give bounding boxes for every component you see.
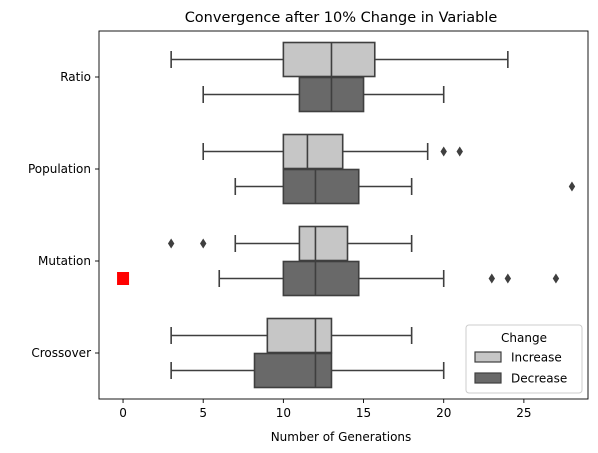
box-iqr <box>253 352 333 389</box>
outlier-point <box>200 238 207 249</box>
outlier-point <box>568 181 576 192</box>
y-tick-label: Mutation <box>38 254 91 268</box>
box-ratio-decrease <box>202 76 445 113</box>
red-square-marker <box>117 272 130 285</box>
box-mutation-increase <box>167 225 413 262</box>
x-tick-label: 5 <box>199 406 207 420</box>
x-tick-label: 10 <box>276 406 291 420</box>
box-crossover-increase <box>170 317 413 354</box>
y-tick-label: Crossover <box>31 346 91 360</box>
y-tick-label: Ratio <box>60 70 91 84</box>
legend-label-increase: Increase <box>511 351 562 365</box>
x-tick-label: 25 <box>516 406 531 420</box>
plot-frame <box>98 30 589 400</box>
x-tick-label: 0 <box>119 406 127 420</box>
box-mutation-decrease <box>218 260 560 297</box>
axes: 0 5 10 15 20 25 Ratio Population Mutation Crossov… <box>28 70 532 420</box>
outlier-point <box>504 273 512 284</box>
x-tick-label: 20 <box>436 406 451 420</box>
legend-title: Change <box>501 331 547 345</box>
outlier-point <box>167 238 175 249</box>
outlier-point <box>552 273 560 284</box>
x-tick-label: 15 <box>356 406 371 420</box>
legend: Change Increase Decrease <box>465 324 583 394</box>
box-population-increase <box>202 133 463 170</box>
plot-area <box>117 41 576 389</box>
legend-swatch-increase <box>474 351 502 363</box>
box-iqr <box>266 317 333 354</box>
outlier-point <box>440 146 447 157</box>
outlier-point <box>456 146 463 157</box>
outlier-point <box>488 273 496 284</box>
box-iqr <box>298 225 349 262</box>
box-crossover-decrease <box>170 352 445 389</box>
box-iqr <box>282 41 376 78</box>
legend-label-decrease: Decrease <box>511 372 567 386</box>
box-iqr <box>282 260 360 297</box>
box-iqr <box>282 168 360 205</box>
x-axis-label: Number of Generations <box>271 430 412 444</box>
y-tick-label: Population <box>28 162 91 176</box>
box-ratio-increase <box>170 41 509 78</box>
box-iqr <box>282 133 344 170</box>
box-population-decrease <box>234 168 576 205</box>
chart-title: Convergence after 10% Change in Variable <box>185 10 498 26</box>
legend-swatch-decrease <box>474 372 502 384</box>
